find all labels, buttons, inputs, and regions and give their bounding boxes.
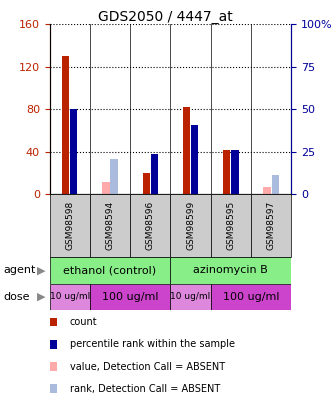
Bar xyxy=(50,194,90,257)
Text: dose: dose xyxy=(3,292,30,302)
Bar xyxy=(170,257,291,284)
Bar xyxy=(50,257,170,284)
Text: value, Detection Call = ABSENT: value, Detection Call = ABSENT xyxy=(70,362,225,371)
Text: agent: agent xyxy=(3,265,36,275)
Text: ethanol (control): ethanol (control) xyxy=(64,265,157,275)
Text: percentile rank within the sample: percentile rank within the sample xyxy=(70,339,234,349)
Text: 10 ug/ml: 10 ug/ml xyxy=(50,292,90,301)
Bar xyxy=(211,284,291,310)
Bar xyxy=(231,150,239,194)
Bar xyxy=(70,109,77,194)
Text: GSM98599: GSM98599 xyxy=(186,201,195,250)
Text: ▶: ▶ xyxy=(37,265,46,275)
Bar xyxy=(50,284,90,310)
Bar xyxy=(271,175,279,194)
Bar xyxy=(191,125,198,194)
Text: GSM98598: GSM98598 xyxy=(65,201,74,250)
Bar xyxy=(183,107,190,194)
Bar xyxy=(90,284,170,310)
Text: GSM98595: GSM98595 xyxy=(226,201,235,250)
Bar xyxy=(102,181,110,194)
Bar xyxy=(223,150,230,194)
Text: GSM98596: GSM98596 xyxy=(146,201,155,250)
Bar xyxy=(170,284,211,310)
Text: GSM98597: GSM98597 xyxy=(267,201,276,250)
Bar xyxy=(151,154,158,194)
Bar xyxy=(251,194,291,257)
Bar xyxy=(211,194,251,257)
Text: rank, Detection Call = ABSENT: rank, Detection Call = ABSENT xyxy=(70,384,220,394)
Text: 10 ug/ml: 10 ug/ml xyxy=(170,292,211,301)
Bar xyxy=(263,187,271,194)
Bar xyxy=(130,194,170,257)
Text: 100 ug/ml: 100 ug/ml xyxy=(102,292,159,302)
Bar xyxy=(143,173,150,194)
Text: azinomycin B: azinomycin B xyxy=(194,265,268,275)
Bar xyxy=(170,194,211,257)
Bar xyxy=(90,194,130,257)
Text: count: count xyxy=(70,317,97,327)
Bar xyxy=(111,159,118,194)
Text: GDS2050 / 4447_at: GDS2050 / 4447_at xyxy=(98,10,233,24)
Bar xyxy=(62,56,70,194)
Text: ▶: ▶ xyxy=(37,292,46,302)
Text: GSM98594: GSM98594 xyxy=(106,201,115,250)
Text: 100 ug/ml: 100 ug/ml xyxy=(223,292,279,302)
